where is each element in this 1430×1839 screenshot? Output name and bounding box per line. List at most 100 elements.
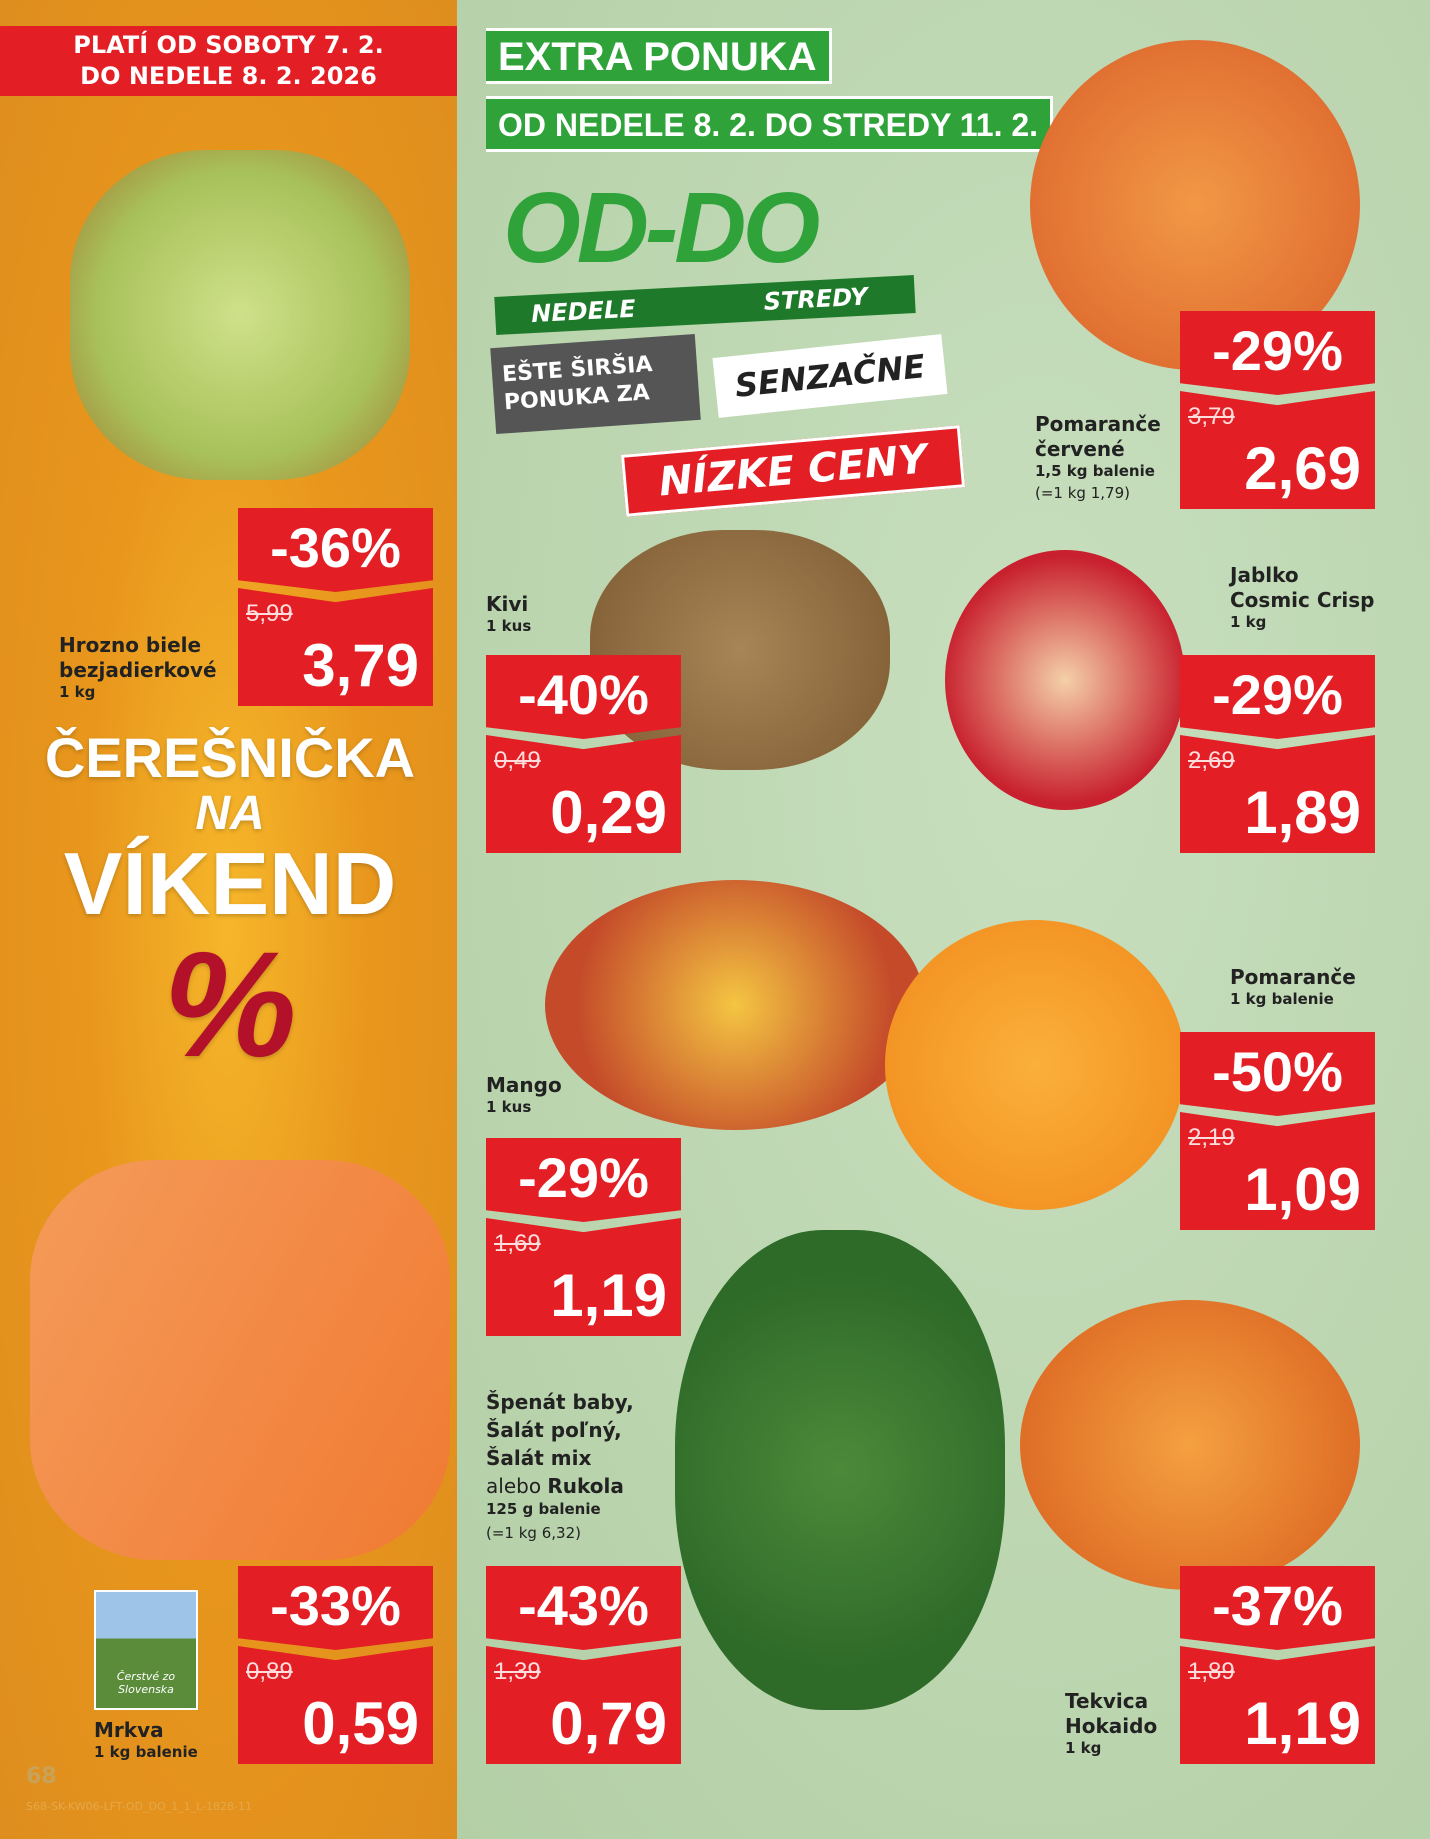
product-label: Mango 1 kus [486,1073,562,1117]
price-tag: -40% 0,49 0,29 [486,655,681,853]
product-label: Pomaranče 1 kg balenie [1230,965,1356,1009]
product-label: Hrozno biele bezjadierkové 1 kg [59,633,217,702]
logo-to: STREDY [763,282,869,316]
discount: -36% [238,508,433,592]
validity-line: PLATÍ OD SOBOTY 7. 2. [73,31,384,59]
price-tag: -29% 3,79 2,69 [1180,311,1375,509]
old-price: 0,49 [494,747,541,774]
validity-line: DO NEDELE 8. 2. 2026 [80,62,377,90]
promo-line: NA [195,787,265,840]
mango-image [545,880,925,1130]
new-price: 1,19 [550,1262,667,1329]
product-name: Mrkva [94,1718,164,1742]
print-code: S68-SK-KW06-LFT-OD_DO_1_1_L-1828-11 [26,1800,252,1813]
product-name: Pomaranče [1035,412,1161,436]
product-name: Pomaranče [1230,965,1356,989]
price-tag: -43% 1,39 0,79 [486,1566,681,1764]
product-name: Jablko [1230,563,1299,587]
price-tag: -29% 2,69 1,89 [1180,655,1375,853]
price-tag: -36% 5,99 3,79 [238,508,433,706]
badge-text: Čerstvé zo Slovenska [116,1670,176,1696]
logo-senzacne: SENZAČNE [712,334,948,418]
product-name: bezjadierkové [59,658,217,682]
product-unit: 125 g balenie [486,1500,601,1518]
logo-subtitle: EŠTE ŠIRŠIA PONUKA ZA [490,333,701,435]
logo-title: OD-DO [503,172,820,284]
pumpkin-image [1020,1300,1360,1590]
old-price: 0,89 [246,1658,293,1685]
product-unit: 1 kg balenie [94,1743,198,1761]
new-price: 0,59 [302,1690,419,1757]
old-price: 2,69 [1188,747,1235,774]
product-name: Rukola [547,1474,624,1498]
product-label: Pomaranče červené 1,5 kg balenie (=1 kg 1,7… [1035,412,1161,506]
validity-banner: PLATÍ OD SOBOTY 7. 2. DO NEDELE 8. 2. 20… [0,26,457,96]
product-label: Kivi 1 kus [486,592,531,636]
slovak-origin-badge: Čerstvé zo Slovenska [94,1590,198,1710]
product-unit: 1 kus [486,617,532,635]
discount: -43% [486,1566,681,1650]
discount: -37% [1180,1566,1375,1650]
carrots-image [30,1160,450,1560]
product-label: Mrkva 1 kg balenie [94,1718,198,1762]
old-price: 1,69 [494,1230,541,1257]
discount: -29% [1180,655,1375,739]
product-name: Špenát baby, [486,1390,634,1414]
promo-line: ČEREŠNIČKA [44,726,416,789]
weekend-promo: ČEREŠNIČKA NA VÍKEND % [30,726,430,1088]
discount: -40% [486,655,681,739]
product-label: Špenát baby, Šalát poľný, Šalát mix alebo R… [486,1388,634,1547]
price-tag: -50% 2,19 1,09 [1180,1032,1375,1230]
new-price: 1,09 [1244,1156,1361,1223]
product-name: Mango [486,1073,562,1097]
discount: -33% [238,1566,433,1650]
promo-line: VÍKEND [63,834,397,933]
od-do-logo: OD-DO NEDELE STREDY EŠTE ŠIRŠIA PONUKA ZA… [490,172,973,517]
discount: -29% [486,1138,681,1222]
discount: -29% [1180,311,1375,395]
product-name: červené [1035,437,1125,461]
salad-image [675,1230,1005,1710]
product-name: Kivi [486,592,529,616]
cherry-percent-icon: % [163,920,297,1088]
product-name: alebo [486,1474,548,1498]
extra-offer-title: EXTRA PONUKA [486,28,832,84]
old-price: 2,19 [1188,1124,1235,1151]
apple-image [945,550,1185,810]
product-unit: 1 kg [59,683,96,701]
new-price: 1,89 [1244,779,1361,846]
logo-days: NEDELE STREDY [494,275,916,335]
old-price: 5,99 [246,600,293,627]
new-price: 1,19 [1244,1690,1361,1757]
new-price: 0,79 [550,1690,667,1757]
price-tag: -37% 1,89 1,19 [1180,1566,1375,1764]
product-name: Cosmic Crisp [1230,588,1375,612]
logo-from: NEDELE [530,294,637,329]
old-price: 3,79 [1188,403,1235,430]
product-name: Tekvica [1065,1689,1149,1713]
old-price: 1,89 [1188,1658,1235,1685]
product-label: Tekvica Hokaido 1 kg [1065,1689,1157,1758]
unit-price: (=1 kg 1,79) [1035,484,1130,502]
new-price: 0,29 [550,779,667,846]
product-unit: 1,5 kg balenie [1035,462,1155,480]
product-name: Hokaido [1065,1714,1158,1738]
new-price: 2,69 [1244,435,1361,502]
product-unit: 1 kg balenie [1230,990,1334,1008]
unit-price: (=1 kg 6,32) [486,1524,581,1542]
new-price: 3,79 [302,632,419,699]
price-tag: -29% 1,69 1,19 [486,1138,681,1336]
product-name: Šalát mix [486,1446,592,1470]
discount: -50% [1180,1032,1375,1116]
page-number: 68 [26,1764,57,1789]
product-unit: 1 kg [1065,1739,1102,1757]
logo-low-prices: NÍZKE CENY [620,425,966,517]
product-unit: 1 kg [1230,613,1267,631]
oranges-image [885,920,1185,1210]
product-unit: 1 kus [486,1098,532,1116]
grapes-image [70,150,410,480]
extra-offer-dates: OD NEDELE 8. 2. DO STREDY 11. 2. [486,96,1054,152]
product-name: Hrozno biele [59,633,202,657]
old-price: 1,39 [494,1658,541,1685]
product-label: Jablko Cosmic Crisp 1 kg [1230,563,1374,632]
